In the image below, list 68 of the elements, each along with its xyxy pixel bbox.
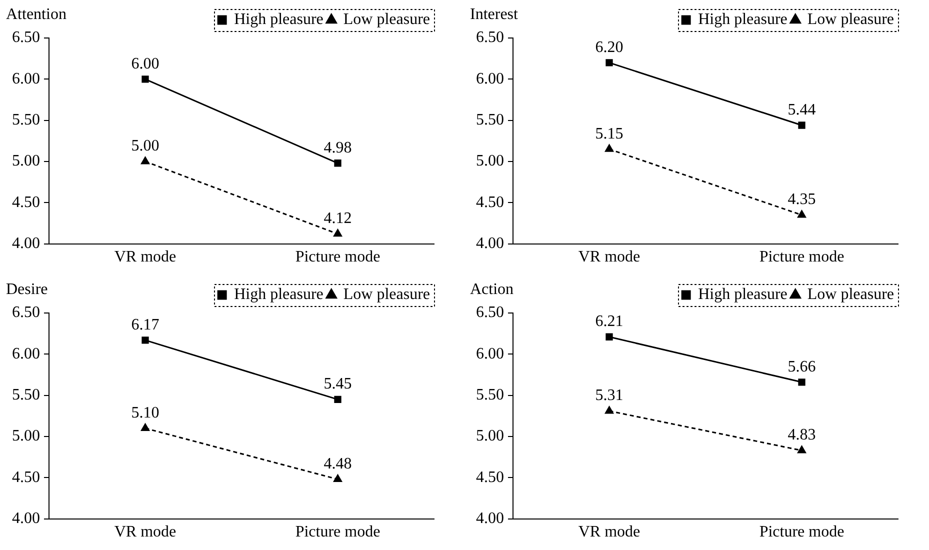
y-tick-label: 5.50	[12, 386, 40, 404]
data-label: 5.45	[324, 376, 352, 393]
y-tick-label: 6.00	[476, 70, 504, 88]
y-tick-label: 4.00	[12, 235, 40, 252]
y-tick-label: 6.50	[12, 29, 40, 46]
y-tick-label: 6.50	[476, 29, 504, 46]
y-tick-label: 6.00	[476, 345, 504, 362]
x-tick-label: VR mode	[578, 248, 640, 266]
x-tick-label: Picture mode	[295, 524, 380, 541]
data-label: 5.15	[595, 125, 624, 142]
point	[334, 160, 342, 167]
legend-label: High pleasure	[234, 286, 324, 304]
y-tick-label: 6.50	[476, 304, 504, 322]
data-label: 4.48	[324, 455, 352, 472]
data-label: 5.44	[788, 101, 816, 118]
data-label: 5.31	[595, 387, 624, 404]
y-tick-label: 5.00	[476, 428, 504, 445]
point	[142, 76, 149, 83]
y-tick-label: 5.50	[476, 112, 504, 129]
legend-label: Low pleasure	[807, 286, 894, 304]
data-label: 6.20	[595, 38, 624, 56]
data-label: 5.00	[131, 138, 160, 155]
y-tick-label: 6.00	[12, 70, 40, 88]
y-tick-label: 4.50	[476, 468, 504, 486]
chart-title: Interest	[470, 6, 518, 24]
data-label: 6.17	[131, 316, 160, 334]
data-label: 5.66	[788, 358, 816, 376]
data-label: 4.12	[324, 210, 352, 228]
y-tick-label: 4.00	[12, 510, 40, 528]
y-tick-label: 4.00	[476, 235, 504, 252]
x-tick-label: Picture mode	[759, 524, 844, 541]
legend-label: High pleasure	[698, 286, 788, 304]
legend-label: High pleasure	[698, 11, 788, 28]
chart-title: Action	[470, 281, 514, 299]
x-tick-label: VR mode	[114, 524, 176, 541]
point	[798, 378, 806, 386]
chart-title: Desire	[6, 281, 48, 299]
y-tick-label: 4.50	[12, 468, 40, 486]
data-label: 6.21	[595, 313, 624, 330]
data-label: 4.35	[788, 191, 816, 208]
data-label: 5.10	[131, 404, 160, 422]
x-tick-label: Picture mode	[759, 248, 844, 266]
y-tick-label: 4.50	[476, 194, 504, 211]
data-label: 4.83	[788, 426, 816, 444]
point	[606, 59, 613, 66]
data-label: 4.98	[324, 139, 352, 156]
x-tick-label: VR mode	[114, 248, 176, 266]
y-tick-label: 5.00	[12, 428, 40, 445]
y-tick-label: 6.50	[12, 304, 40, 322]
point	[142, 336, 149, 344]
chart-title: Attention	[6, 6, 66, 24]
legend-label: High pleasure	[234, 11, 324, 28]
y-tick-label: 6.00	[12, 345, 40, 362]
legend-label: Low pleasure	[807, 11, 894, 28]
y-tick-label: 5.50	[12, 112, 40, 129]
x-tick-label: Picture mode	[295, 248, 380, 266]
point	[606, 333, 613, 340]
y-tick-label: 5.00	[12, 152, 40, 170]
y-tick-label: 5.50	[476, 386, 504, 404]
point	[798, 122, 806, 129]
legend-label: Low pleasure	[343, 286, 430, 304]
y-tick-label: 4.00	[476, 510, 504, 528]
data-label: 6.00	[131, 55, 160, 72]
x-tick-label: VR mode	[578, 524, 640, 541]
y-tick-label: 4.50	[12, 194, 40, 211]
legend-label: Low pleasure	[343, 11, 430, 28]
point	[334, 396, 342, 404]
y-tick-label: 5.00	[476, 152, 504, 170]
